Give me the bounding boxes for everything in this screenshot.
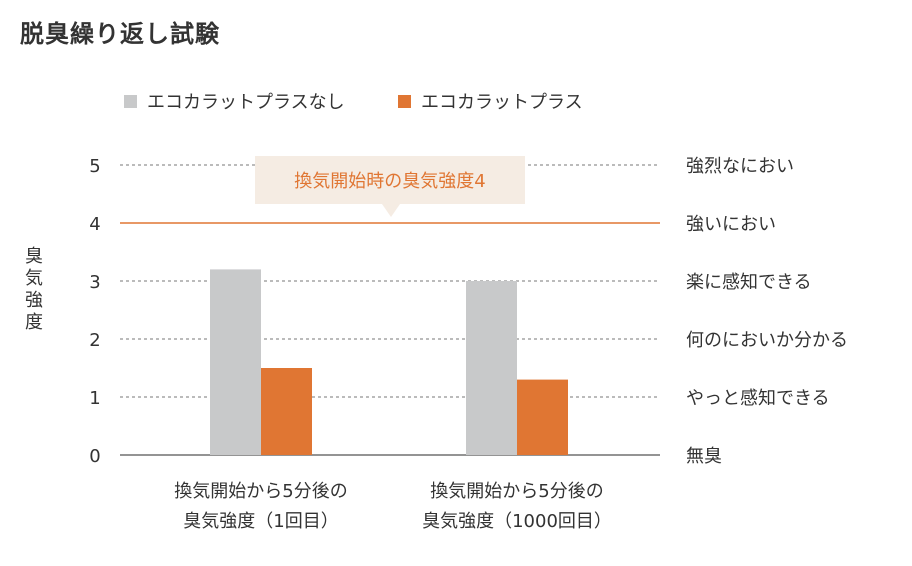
legend-label-series-0: エコカラットプラスなし (147, 92, 345, 113)
level-label-3: 楽に感知できる (686, 272, 812, 293)
callout-label: 換気開始時の臭気強度4 (294, 171, 485, 192)
category-label: 換気開始から5分後の (174, 481, 347, 502)
callout-box (255, 156, 525, 204)
legend: エコカラットプラスなし エコカラットプラス (124, 92, 583, 113)
y-tick-5: 5 (89, 156, 100, 177)
page-title: 脱臭繰り返し試験 (20, 20, 220, 48)
level-label-4: 強いにおい (686, 214, 776, 235)
y-tick-4: 4 (89, 214, 100, 235)
category-labels: 換気開始から5分後の臭気強度（1回目）換気開始から5分後の臭気強度（1000回目… (174, 481, 612, 532)
y-tick-2: 2 (89, 330, 100, 351)
bar-series-0-cat-1 (466, 281, 517, 455)
level-label-0: 無臭 (686, 446, 722, 467)
level-label-5: 強烈なにおい (686, 156, 794, 177)
category-label: 臭気強度（1回目） (183, 511, 338, 532)
y-tick-1: 1 (89, 388, 100, 409)
level-label-1: やっと感知できる (686, 388, 830, 409)
bars (210, 269, 568, 455)
bar-series-1-cat-0 (261, 368, 312, 455)
y-tick-labels: 0 1 2 3 4 5 (89, 156, 100, 467)
y-axis-label: 臭気強度 (25, 246, 43, 333)
category-label: 換気開始から5分後の (430, 481, 603, 502)
legend-label-series-1: エコカラットプラス (421, 92, 583, 113)
bar-series-1-cat-1 (517, 379, 568, 455)
legend-swatch-series-1 (398, 95, 411, 108)
callout-pointer (382, 204, 400, 217)
y-axis-label-char: 強 (25, 290, 43, 311)
y-axis-label-char: 臭 (25, 246, 43, 267)
legend-swatch-series-0 (124, 95, 137, 108)
category-label: 臭気強度（1000回目） (422, 511, 612, 532)
y-tick-3: 3 (89, 272, 100, 293)
level-label-2: 何のにおいか分かる (686, 330, 848, 351)
y-axis-label-char: 気 (25, 268, 43, 289)
bar-series-0-cat-0 (210, 269, 261, 455)
y-axis-label-char: 度 (25, 312, 43, 333)
reference-callout: 換気開始時の臭気強度4 (255, 156, 525, 217)
y-tick-0: 0 (89, 446, 100, 467)
